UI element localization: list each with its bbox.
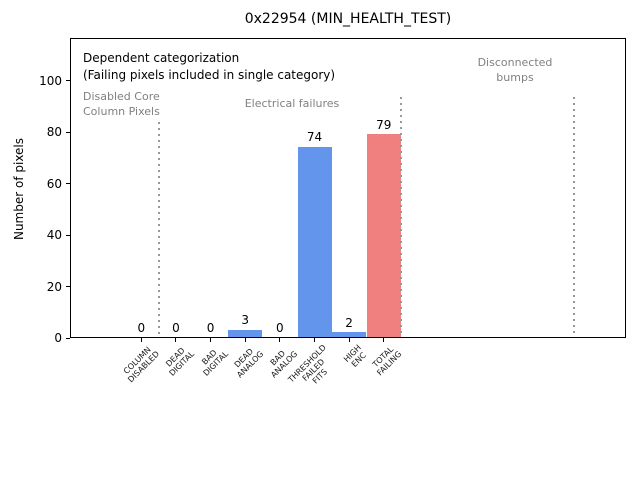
separator-line xyxy=(157,121,160,338)
y-tick-mark xyxy=(66,80,70,81)
annotation-dependent-categorization: Dependent categorization (Failing pixels… xyxy=(83,50,335,83)
y-tick-label: 20 xyxy=(46,279,62,294)
bar-value-label: 0 xyxy=(137,321,146,335)
y-tick-label: 80 xyxy=(46,125,62,139)
y-tick-mark xyxy=(66,183,70,184)
x-tick-mark xyxy=(140,338,142,342)
x-tick-label: DEAD ANALOG xyxy=(232,346,265,380)
bar xyxy=(332,332,367,338)
bar-value-label: 3 xyxy=(241,313,250,328)
annotation-note-line1: Dependent categorization xyxy=(83,51,240,65)
section-label-disabled-core-column-pixels: Disabled Core Column Pixels xyxy=(83,90,160,118)
bar-value-label: 0 xyxy=(276,321,284,335)
bar-value-label: 74 xyxy=(306,130,323,145)
plot-area xyxy=(70,38,626,338)
y-tick-label: 40 xyxy=(46,228,62,242)
x-tick-mark xyxy=(244,338,246,342)
y-tick-mark xyxy=(66,286,70,287)
x-tick-label: COLUMN DISABLED xyxy=(121,345,162,385)
x-tick-mark xyxy=(210,338,212,342)
bar-value-label: 2 xyxy=(345,315,353,330)
x-tick-mark xyxy=(175,338,177,342)
bar-value-label: 79 xyxy=(376,117,392,132)
y-tick-mark xyxy=(66,234,70,236)
y-tick-label: 100 xyxy=(39,73,62,88)
section-label-disconnected-bumps: Disconnected bumps xyxy=(477,56,553,84)
x-tick-label: DEAD DIGITAL xyxy=(163,345,196,378)
bar xyxy=(297,146,332,338)
x-tick-label: HIGH ENC xyxy=(341,343,368,369)
y-tick-label: 0 xyxy=(54,331,62,345)
separator-line xyxy=(573,97,576,338)
chart-title: 0x22954 (MIN_HEALTH_TEST) xyxy=(244,11,452,27)
x-tick-mark xyxy=(314,338,315,342)
annotation-note-line2: (Failing pixels included in single categ… xyxy=(83,67,336,82)
separator-line xyxy=(400,97,403,338)
x-tick-label: TOTAL FAILING xyxy=(370,344,404,378)
section-label-electrical-failures: Electrical failures xyxy=(244,97,340,110)
x-tick-mark xyxy=(383,338,385,342)
bar xyxy=(228,329,263,338)
x-tick-label: BAD DIGITAL xyxy=(200,348,231,378)
y-tick-mark xyxy=(66,131,70,133)
bar-value-label: 0 xyxy=(172,321,180,335)
x-tick-mark xyxy=(348,338,350,342)
y-tick-label: 60 xyxy=(46,176,62,191)
x-tick-mark xyxy=(279,338,281,342)
bar xyxy=(366,134,401,338)
bar-value-label: 0 xyxy=(206,321,215,335)
y-tick-mark xyxy=(66,337,70,339)
